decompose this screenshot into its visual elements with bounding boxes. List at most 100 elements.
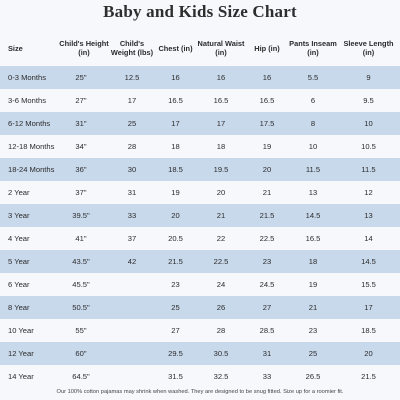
cell-chest: 23	[171, 280, 180, 289]
cell-sleeve: 9.5	[363, 96, 374, 105]
footnote: Our 100% cotton pajamas may shrink when …	[56, 389, 344, 395]
cell-inseam: 6	[310, 96, 316, 105]
table-row: 5 Year 43.5" 42 21.5 22.5 23 18 14.5	[0, 250, 400, 273]
cell-inseam: 19	[308, 280, 318, 289]
cell-hip: 27	[262, 303, 272, 312]
cell-sleeve: 14.5	[361, 257, 376, 266]
cell-hip: 20	[262, 165, 272, 174]
cell-inseam: 10	[308, 142, 318, 151]
cell-chest: 27	[171, 326, 180, 335]
cell-waist: 22	[216, 234, 226, 243]
cell-size: 0-3 Months	[8, 73, 46, 82]
cell-hip: 16.5	[259, 96, 275, 105]
cell-waist: 17	[216, 119, 226, 128]
cell-height: 34"	[75, 142, 87, 151]
cell-chest: 16	[171, 73, 180, 82]
cell-waist: 16	[216, 73, 226, 82]
cell-waist: 26	[216, 303, 226, 312]
cell-hip: 24.5	[259, 280, 275, 289]
cell-hip: 21.5	[259, 211, 275, 220]
cell-weight: 42	[127, 257, 137, 266]
cell-sleeve: 17	[364, 303, 373, 312]
cell-sleeve: 15.5	[361, 280, 376, 289]
cell-height: 36"	[75, 165, 87, 174]
cell-size: 5 Year	[8, 257, 30, 266]
cell-weight	[110, 273, 154, 296]
cell-height: 60"	[75, 349, 87, 358]
cell-size: 4 Year	[8, 234, 30, 243]
cell-hip: 31	[262, 349, 272, 358]
page-title: Baby and Kids Size Chart	[103, 2, 297, 21]
table-row: 3 Year 39.5" 33 20 21 21.5 14.5 13	[0, 204, 400, 227]
cell-weight	[110, 365, 154, 388]
cell-weight: 33	[127, 211, 137, 220]
cell-sleeve: 20	[364, 349, 373, 358]
cell-sleeve: 12	[364, 188, 373, 197]
cell-inseam: 26.5	[305, 372, 321, 381]
cell-chest: 29.5	[168, 349, 183, 358]
cell-sleeve: 11.5	[361, 165, 376, 174]
cell-size: 3-6 Months	[8, 96, 46, 105]
cell-size: 12-18 Months	[8, 142, 55, 151]
cell-inseam: 16.5	[305, 234, 321, 243]
cell-chest: 18.5	[168, 165, 183, 174]
cell-inseam: 23	[308, 326, 318, 335]
cell-sleeve: 18.5	[361, 326, 376, 335]
cell-hip: 21	[262, 188, 272, 197]
column-header-inseam: Pants Inseam (in)	[289, 39, 337, 57]
cell-inseam: 5.5	[307, 73, 319, 82]
cell-inseam: 13	[308, 188, 318, 197]
cell-size: 10 Year	[8, 326, 34, 335]
cell-height: 39.5"	[72, 211, 90, 220]
column-header-weight: Child's Weight (lbs)	[110, 39, 154, 57]
table-row: 18-24 Months 36" 30 18.5 19.5 20 11.5 11.5	[0, 158, 400, 181]
cell-waist: 16.5	[213, 96, 229, 105]
cell-hip: 28.5	[259, 326, 275, 335]
column-header-height: Child's Height (in)	[59, 39, 109, 57]
cell-chest: 31.5	[168, 372, 183, 381]
cell-waist: 32.5	[213, 372, 229, 381]
cell-chest: 19	[171, 188, 180, 197]
cell-chest: 21.5	[168, 257, 183, 266]
table-row: 14 Year 64.5" 31.5 32.5 33 26.5 21.5	[0, 365, 400, 388]
cell-hip: 33	[262, 372, 272, 381]
cell-sleeve: 10.5	[361, 142, 376, 151]
cell-weight	[110, 319, 154, 342]
cell-weight: 30	[127, 165, 137, 174]
cell-size: 14 Year	[8, 372, 34, 381]
cell-weight: 25	[127, 119, 137, 128]
cell-chest: 17	[171, 119, 180, 128]
cell-waist: 19.5	[213, 165, 229, 174]
table-row: 6-12 Months 31" 25 17 17 17.5 8 10	[0, 112, 400, 135]
cell-height: 64.5"	[72, 372, 90, 381]
cell-sleeve: 9	[366, 73, 371, 82]
cell-weight: 12.5	[124, 73, 140, 82]
table-row: 12 Year 60" 29.5 30.5 31 25 20	[0, 342, 400, 365]
cell-height: 43.5"	[72, 257, 90, 266]
cell-height: 55"	[75, 326, 87, 335]
cell-sleeve: 21.5	[361, 372, 376, 381]
size-chart-table: Size Child's Height (in) Child's Weight …	[0, 30, 400, 388]
cell-size: 6 Year	[8, 280, 30, 289]
column-header-size: Size	[8, 43, 23, 53]
cell-height: 27"	[75, 96, 87, 105]
column-header-waist: Natural Waist (in)	[197, 39, 245, 57]
cell-inseam: 11.5	[305, 165, 321, 174]
cell-hip: 16	[262, 73, 272, 82]
cell-height: 50.5"	[72, 303, 90, 312]
cell-inseam: 18	[308, 257, 318, 266]
cell-waist: 24	[216, 280, 226, 289]
cell-height: 37"	[75, 188, 87, 197]
cell-weight: 17	[127, 96, 137, 105]
column-header-sleeve: Sleeve Length (in)	[343, 39, 394, 57]
cell-weight: 31	[127, 188, 137, 197]
cell-waist: 28	[216, 326, 226, 335]
cell-waist: 21	[216, 211, 226, 220]
cell-inseam: 14.5	[305, 211, 321, 220]
cell-weight: 28	[127, 142, 137, 151]
table-row: 0-3 Months 25" 12.5 16 16 16 5.5 9	[0, 66, 400, 89]
cell-size: 3 Year	[8, 211, 30, 220]
cell-weight	[110, 296, 154, 319]
cell-size: 18-24 Months	[8, 165, 55, 174]
column-header-chest: Chest (in)	[158, 43, 193, 53]
